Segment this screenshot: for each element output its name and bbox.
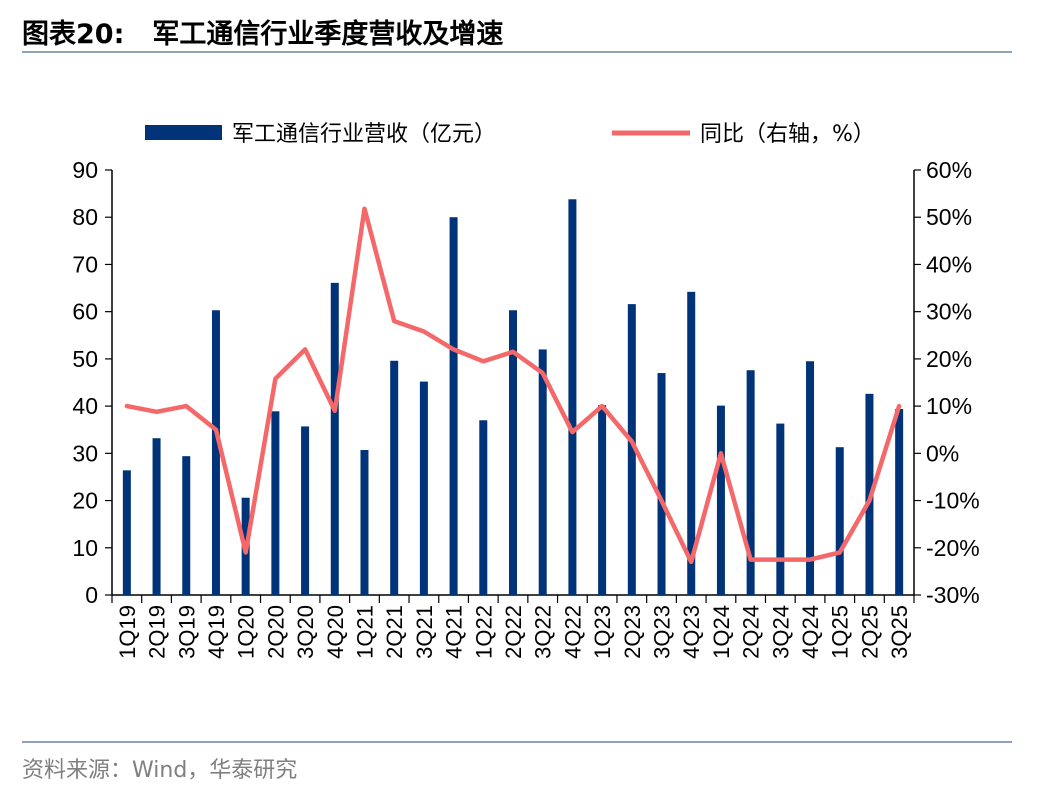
x-tick-label: 1Q23	[590, 605, 615, 659]
x-tick-label: 1Q22	[471, 605, 496, 659]
bar	[538, 349, 547, 595]
x-tick-label: 3Q24	[768, 605, 793, 659]
x-tick-label: 4Q24	[798, 605, 823, 659]
x-tick-label: 4Q22	[560, 605, 585, 659]
x-tick-label: 2Q20	[263, 605, 288, 659]
y-right-tick-label: 20%	[926, 346, 972, 372]
line-series	[124, 206, 902, 565]
bar	[895, 408, 904, 595]
y-right-tick-label: -30%	[926, 582, 980, 608]
y-right-tick-label: 40%	[926, 251, 972, 277]
y-left-tick-label: 60	[72, 299, 98, 325]
legend-line-label: 同比（右轴，%）	[700, 122, 875, 147]
bar	[182, 456, 191, 595]
bar	[716, 405, 725, 595]
bar	[835, 447, 844, 595]
x-tick-label: 3Q22	[531, 605, 556, 659]
x-tick-label: 4Q23	[679, 605, 704, 659]
x-tick-label: 4Q21	[442, 605, 467, 659]
bar	[776, 423, 785, 595]
x-tick-label: 3Q23	[650, 605, 675, 659]
bar	[390, 360, 399, 595]
x-tick-label: 3Q19	[174, 605, 199, 659]
x-tick-label: 1Q20	[234, 605, 259, 659]
y-left-tick-label: 10	[72, 535, 98, 561]
x-tick-label: 1Q25	[828, 605, 853, 659]
figure-title: 图表20: 军工通信行业季度营收及增速	[22, 12, 503, 51]
bar	[122, 470, 131, 595]
x-tick-label: 2Q24	[739, 605, 764, 659]
bar	[360, 450, 369, 595]
bar	[152, 438, 161, 595]
legend: 军工通信行业营收（亿元） 同比（右轴，%）	[145, 122, 875, 147]
y-left-tick-label: 80	[72, 204, 98, 230]
bar	[449, 217, 458, 595]
y-right-tick-label: 30%	[926, 299, 972, 325]
bottom-rule	[22, 741, 1012, 743]
tick-labels: 0 -30% 10 -20% 20 -10% 30 0% 40 10% 50 20% 60 30% 70 40…	[72, 157, 979, 659]
bar	[806, 361, 815, 595]
figure-number: 图表20:	[22, 19, 125, 50]
bar	[627, 304, 636, 595]
x-tick-label: 3Q25	[887, 605, 912, 659]
y-right-tick-label: 50%	[926, 204, 972, 230]
x-tick-label: 1Q21	[352, 605, 377, 659]
x-tick-label: 1Q24	[709, 605, 734, 659]
x-tick-label: 3Q21	[412, 605, 437, 659]
chart: 军工通信行业营收（亿元） 同比（右轴，%） 0 -30% 10 -20% 20 -10% 3…	[72, 122, 979, 659]
y-left-tick-label: 20	[72, 488, 98, 514]
y-left-tick-label: 30	[72, 440, 98, 466]
y-right-tick-label: 0%	[926, 440, 959, 466]
y-left-tick-label: 70	[72, 251, 98, 277]
bar	[271, 411, 280, 595]
bar	[568, 199, 577, 595]
y-right-tick-label: -20%	[926, 535, 980, 561]
x-tick-label: 4Q20	[323, 605, 348, 659]
x-tick-label: 4Q19	[204, 605, 229, 659]
bar	[301, 426, 310, 595]
x-tick-label: 3Q20	[293, 605, 318, 659]
y-right-tick-label: 10%	[926, 393, 972, 419]
bar	[211, 310, 220, 595]
top-rule	[22, 51, 1012, 53]
y-right-tick-label: -10%	[926, 488, 980, 514]
y-left-tick-label: 40	[72, 393, 98, 419]
x-tick-label: 2Q21	[382, 605, 407, 659]
x-tick-label: 2Q22	[501, 605, 526, 659]
bar	[330, 282, 339, 595]
bar	[479, 420, 488, 595]
bar	[687, 291, 696, 595]
figure-title-text: 军工通信行业季度营收及增速	[152, 19, 504, 50]
legend-bar-swatch	[145, 125, 222, 140]
y-left-tick-label: 90	[72, 157, 98, 183]
y-left-tick-label: 50	[72, 346, 98, 372]
x-tick-label: 2Q25	[857, 605, 882, 659]
bar	[419, 381, 428, 595]
yoy-line	[124, 206, 902, 565]
y-left-tick-label: 0	[85, 582, 98, 608]
bar	[598, 405, 607, 595]
bar-series	[122, 199, 904, 595]
y-right-tick-label: 60%	[926, 157, 972, 183]
x-tick-label: 1Q19	[115, 605, 140, 659]
legend-bar-label: 军工通信行业营收（亿元）	[232, 122, 496, 147]
x-tick-label: 2Q23	[620, 605, 645, 659]
source-note: 资料来源：Wind，华泰研究	[22, 758, 298, 783]
bar	[746, 370, 755, 595]
bar	[509, 310, 517, 595]
bar	[657, 373, 666, 595]
x-tick-label: 2Q19	[145, 605, 170, 659]
